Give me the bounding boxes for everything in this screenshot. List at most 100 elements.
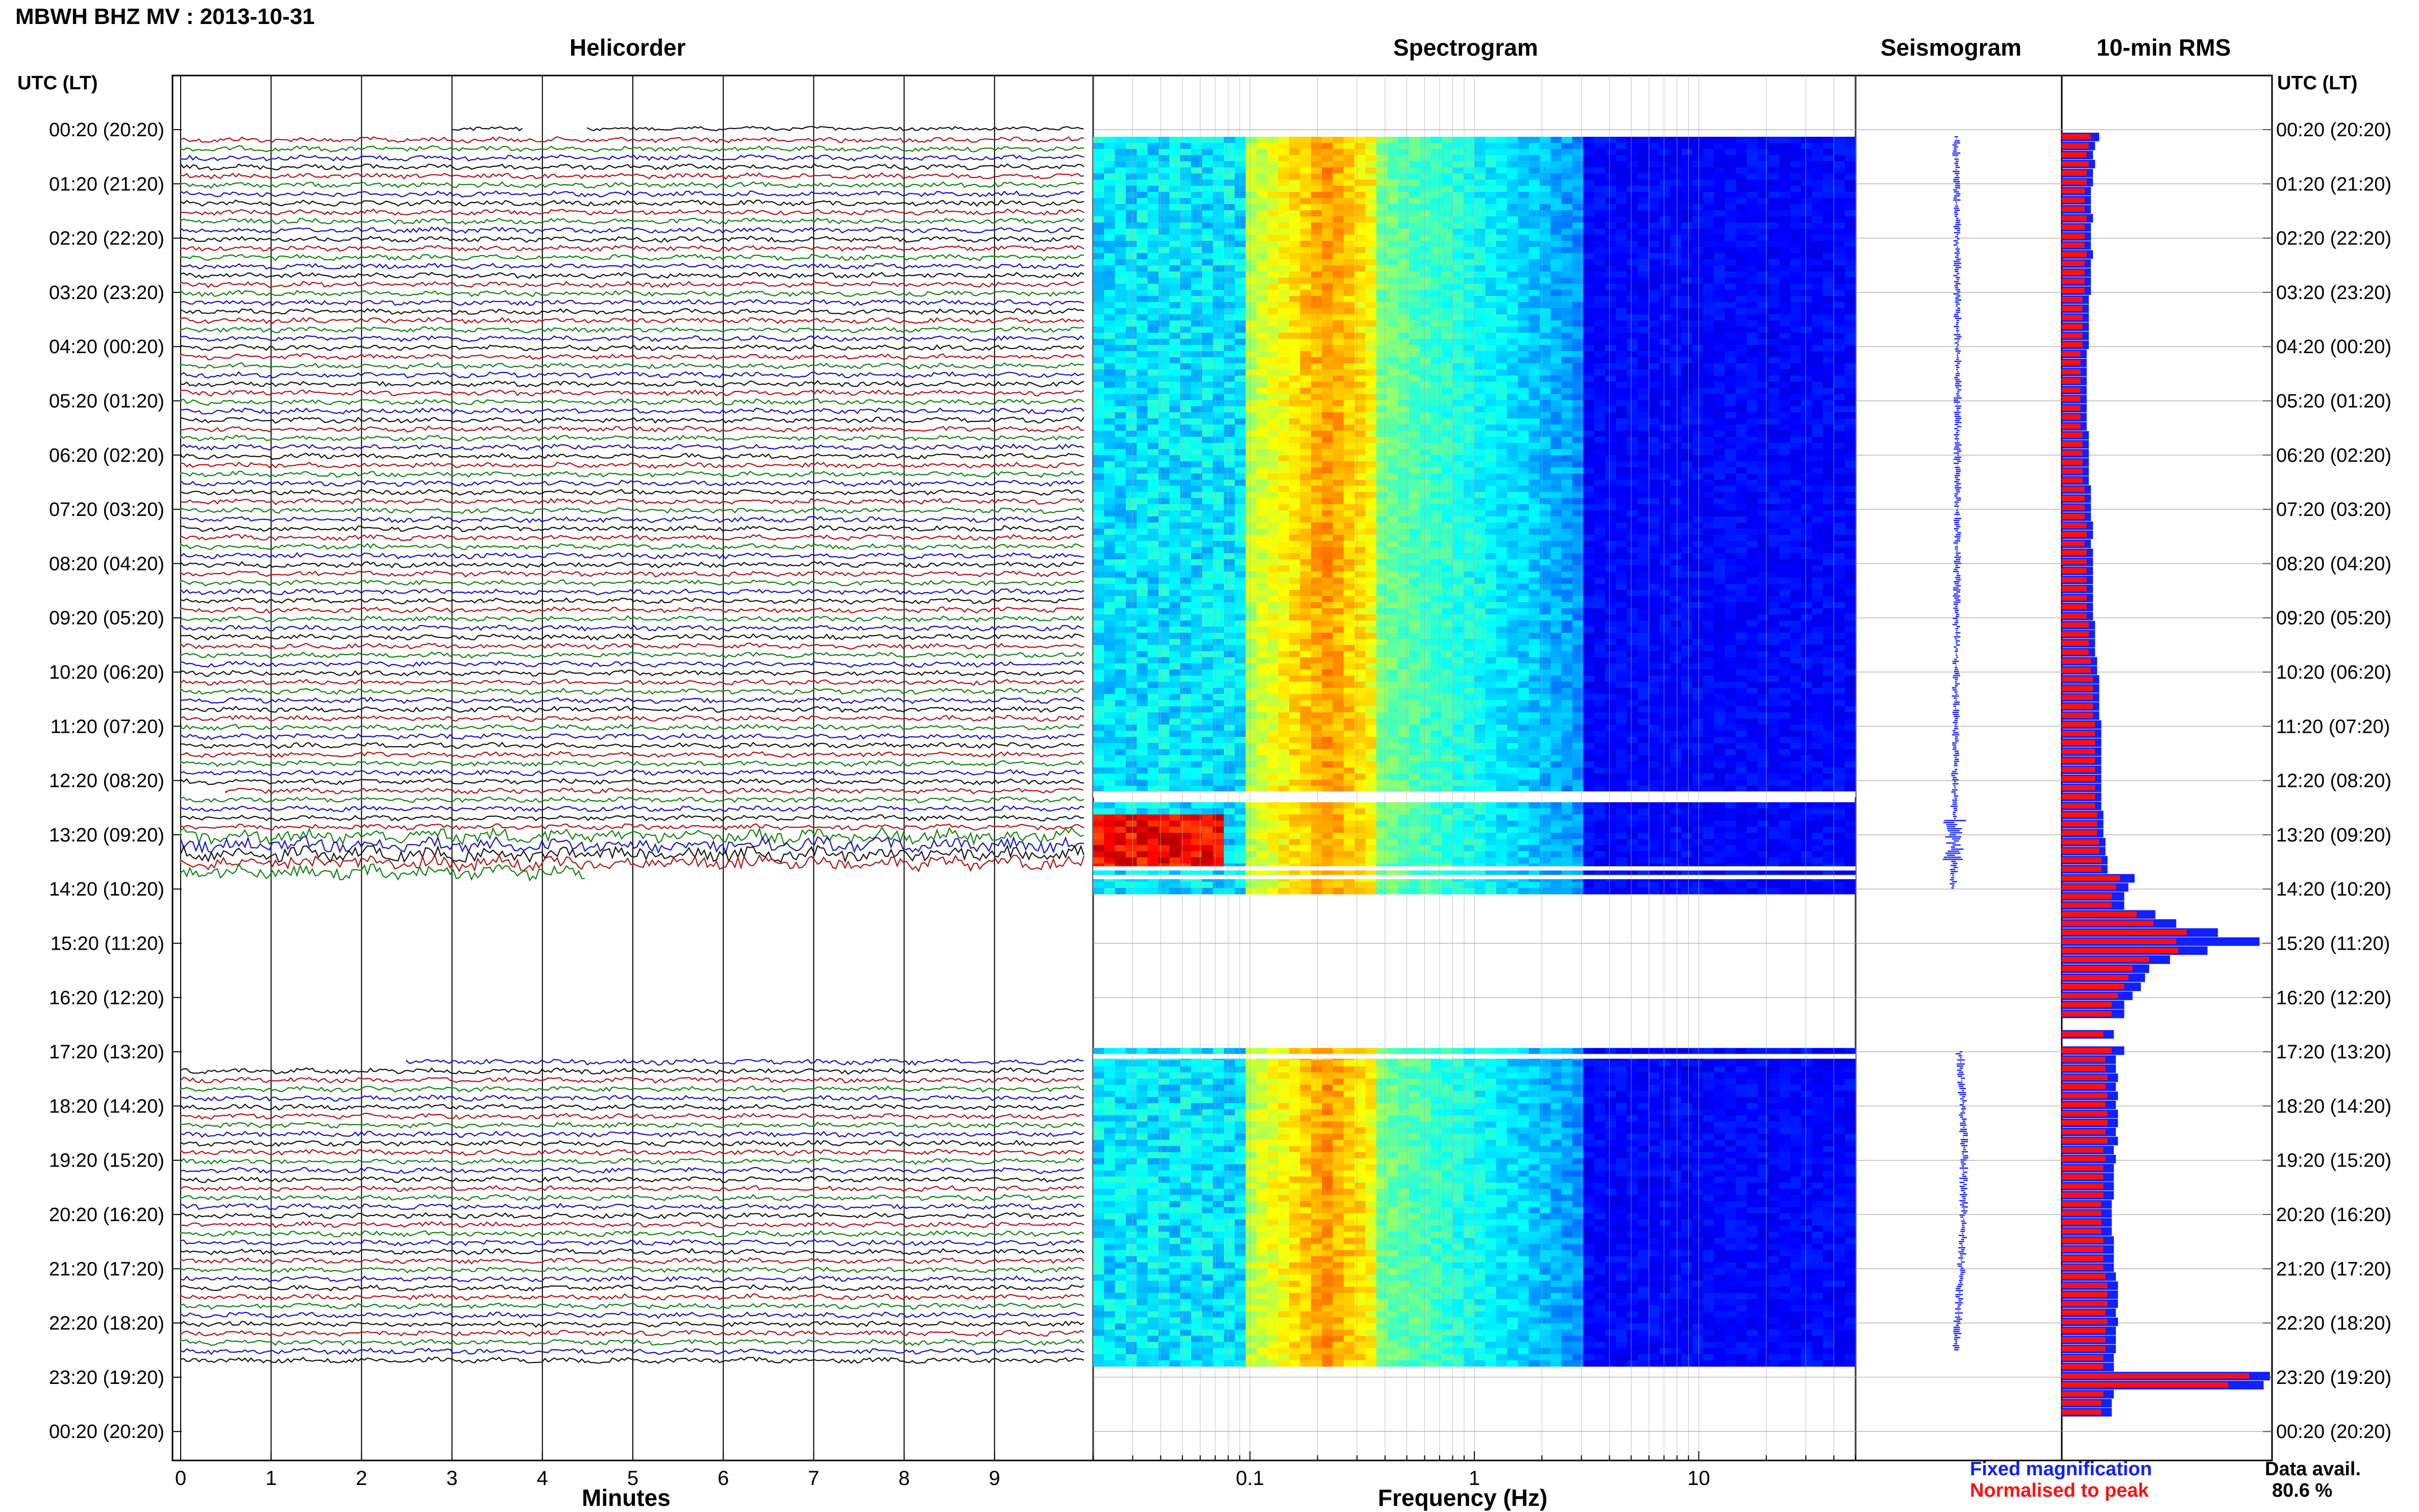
spectrogram-cell (1823, 198, 1834, 205)
spectrogram-cell (1311, 320, 1322, 327)
spectrogram-cell (1311, 480, 1322, 486)
spectrogram-cell (1213, 180, 1224, 186)
spectrogram-cell (1278, 443, 1290, 450)
spectrogram-cell (1692, 155, 1704, 162)
spectrogram-cell (1376, 235, 1388, 241)
spectrogram-cell (1714, 247, 1725, 254)
spectrogram-cell (1322, 535, 1334, 541)
spectrogram-cell (1147, 369, 1159, 376)
spectrogram-cell (1354, 363, 1366, 370)
spectrogram-cell (1790, 320, 1801, 327)
spectrogram-cell (1311, 504, 1322, 511)
spectrogram-cell (1692, 486, 1704, 492)
spectrogram-cell (1278, 388, 1290, 394)
spectrogram-cell (1278, 547, 1290, 554)
spectrogram-cell (1496, 180, 1508, 186)
spectrogram-cell (1376, 498, 1388, 505)
spectrogram-cell (1169, 271, 1181, 278)
spectrogram-cell (1572, 210, 1584, 217)
spectrogram-cell (1528, 345, 1540, 352)
spectrogram-cell (1354, 443, 1366, 450)
spectrogram-cell (1648, 290, 1660, 296)
spectrogram-cell (1648, 149, 1660, 156)
spectrogram-cell (1115, 314, 1126, 321)
spectrogram-cell (1801, 198, 1813, 205)
spectrogram-cell (1311, 498, 1322, 505)
spectrogram-cell (1235, 186, 1246, 192)
spectrogram-cell (1420, 535, 1431, 541)
spectrogram-cell (1387, 320, 1399, 327)
spectrogram-cell (1648, 167, 1660, 174)
spectrogram-cell (1779, 265, 1791, 272)
spectrogram-cell (1278, 363, 1290, 370)
spectrogram-cell (1768, 351, 1780, 358)
spectrogram-cell (1343, 461, 1355, 468)
spectrogram-cell (1213, 480, 1224, 486)
spectrogram-cell (1724, 216, 1736, 223)
y-tick-label-left: 23:20 (19:20) (49, 1367, 164, 1389)
spectrogram-cell (1343, 363, 1355, 370)
spectrogram-cell (1638, 431, 1649, 437)
spectrogram-cell (1137, 516, 1148, 523)
spectrogram-cell (1213, 204, 1224, 211)
spectrogram-cell (1300, 173, 1312, 180)
spectrogram-cell (1289, 412, 1301, 419)
spectrogram-cell (1376, 290, 1388, 296)
spectrogram-cell (1365, 504, 1377, 511)
spectrogram-cell (1158, 167, 1170, 174)
spectrogram-cell (1409, 345, 1420, 352)
spectrogram-cell (1681, 296, 1693, 303)
spectrogram-cell (1104, 278, 1116, 284)
spectrogram-cell (1115, 229, 1126, 235)
spectrogram-cell (1638, 143, 1649, 150)
spectrogram-cell (1507, 320, 1518, 327)
spectrogram-cell (1681, 363, 1693, 370)
spectrogram-cell (1387, 418, 1399, 425)
spectrogram-cell (1452, 357, 1464, 364)
spectrogram-cell (1126, 516, 1137, 523)
spectrogram-cell (1812, 351, 1823, 358)
spectrogram-cell (1311, 229, 1322, 235)
spectrogram-cell (1115, 259, 1126, 266)
spectrogram-cell (1169, 357, 1181, 364)
spectrogram-cell (1442, 443, 1453, 450)
spectrogram-cell (1169, 351, 1181, 358)
spectrogram-cell (1736, 510, 1747, 517)
spectrogram-cell (1420, 425, 1431, 431)
spectrogram-cell (1245, 474, 1257, 480)
minute-tick-label: 5 (627, 1467, 638, 1490)
spectrogram-cell (1126, 382, 1137, 388)
spectrogram-cell (1300, 271, 1312, 278)
spectrogram-cell (1768, 333, 1780, 339)
spectrogram-cell (1376, 278, 1388, 284)
spectrogram-cell (1528, 247, 1540, 254)
spectrogram-cell (1768, 474, 1780, 480)
spectrogram-cell (1235, 290, 1246, 296)
spectrogram-cell (1540, 400, 1551, 407)
spectrogram-cell (1202, 516, 1214, 523)
spectrogram-cell (1485, 516, 1497, 523)
y-tick-label-left: 11:20 (07:20) (51, 716, 164, 737)
spectrogram-cell (1626, 149, 1638, 156)
spectrogram-cell (1757, 235, 1769, 241)
spectrogram-cell (1616, 357, 1627, 364)
spectrogram-cell (1343, 339, 1355, 345)
spectrogram-cell (1528, 333, 1540, 339)
spectrogram-cell (1267, 467, 1279, 474)
spectrogram-cell (1463, 198, 1475, 205)
spectrogram-cell (1583, 149, 1595, 156)
spectrogram-cell (1681, 333, 1693, 339)
spectrogram-cell (1834, 388, 1845, 394)
spectrogram-cell (1289, 253, 1301, 260)
spectrogram-cell (1256, 161, 1268, 168)
spectrogram-cell (1322, 486, 1334, 492)
spectrogram-cell (1224, 492, 1235, 499)
spectrogram-cell (1442, 535, 1453, 541)
spectrogram-cell (1616, 327, 1627, 333)
spectrogram-cell (1376, 510, 1388, 517)
spectrogram-cell (1115, 467, 1126, 474)
spectrogram-cell (1724, 376, 1736, 382)
spectrogram-cell (1757, 192, 1769, 199)
spectrogram-cell (1605, 241, 1616, 247)
spectrogram-cell (1659, 314, 1671, 321)
